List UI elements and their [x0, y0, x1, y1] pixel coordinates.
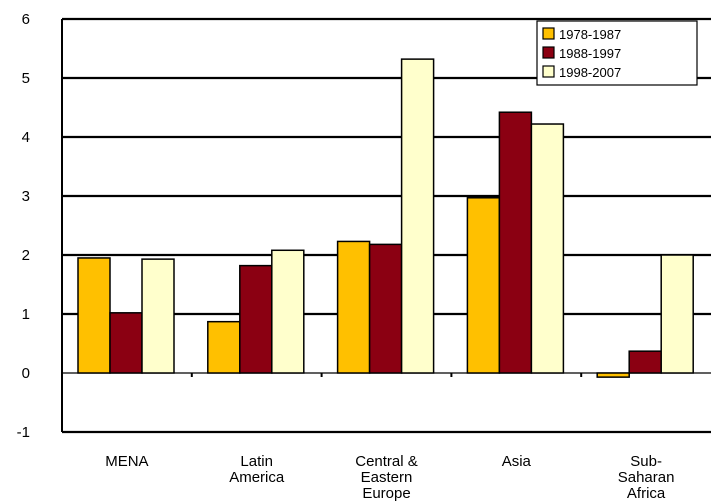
category-label: Latin — [240, 453, 273, 470]
legend: 1978-1987 1988-1997 1998-2007 — [536, 20, 698, 86]
category-label: Saharan — [618, 469, 675, 486]
bar-1988-1997-1 — [239, 264, 273, 374]
y-tick-label: 2 — [22, 247, 30, 264]
bar-1988-1997-2 — [368, 243, 403, 374]
y-tick-label: 4 — [22, 129, 30, 146]
legend-label: 1978-1987 — [559, 27, 621, 42]
bar-1978-1987-2 — [336, 240, 371, 374]
legend-label: 1998-2007 — [559, 65, 621, 80]
category-label: Central & — [355, 453, 418, 470]
category-label: MENA — [105, 453, 148, 470]
category-label: Eastern — [361, 469, 413, 486]
bar-1998-2007-1 — [271, 249, 305, 374]
y-tick-label: 0 — [22, 365, 30, 382]
y-tick-label: 3 — [22, 188, 30, 205]
bar-1998-2007-3 — [530, 123, 565, 374]
bar-1998-2007-2 — [400, 58, 435, 374]
category-label: America — [229, 469, 285, 486]
legend-swatch — [542, 46, 555, 59]
category-label: Asia — [502, 453, 532, 470]
bar-1998-2007-0 — [141, 258, 175, 374]
legend-label: 1988-1997 — [559, 46, 621, 61]
category-label: Africa — [627, 485, 666, 502]
y-axis-tick-labels: 6 5 4 3 2 1 0 -1 — [17, 11, 30, 441]
bar-1988-1997-4 — [628, 350, 662, 374]
y-tick-label: 6 — [22, 11, 30, 28]
category-label: Sub- — [630, 453, 662, 470]
bar-1978-1987-1 — [207, 320, 241, 374]
bar-1978-1987-0 — [77, 257, 111, 374]
y-tick-label: 5 — [22, 70, 30, 87]
bar-1978-1987-3 — [466, 197, 501, 374]
bar-1998-2007-4 — [660, 254, 694, 374]
y-tick-label: -1 — [17, 424, 30, 441]
legend-swatch — [542, 65, 555, 78]
bar-1978-1987-4 — [596, 372, 630, 378]
legend-swatch — [542, 27, 555, 40]
bar-1988-1997-3 — [498, 111, 533, 374]
bar-1988-1997-0 — [109, 312, 143, 374]
bars — [77, 58, 694, 378]
legend-box — [536, 20, 698, 86]
axes — [61, 19, 583, 432]
category-label: Europe — [362, 485, 410, 502]
y-tick-label: 1 — [22, 306, 30, 323]
